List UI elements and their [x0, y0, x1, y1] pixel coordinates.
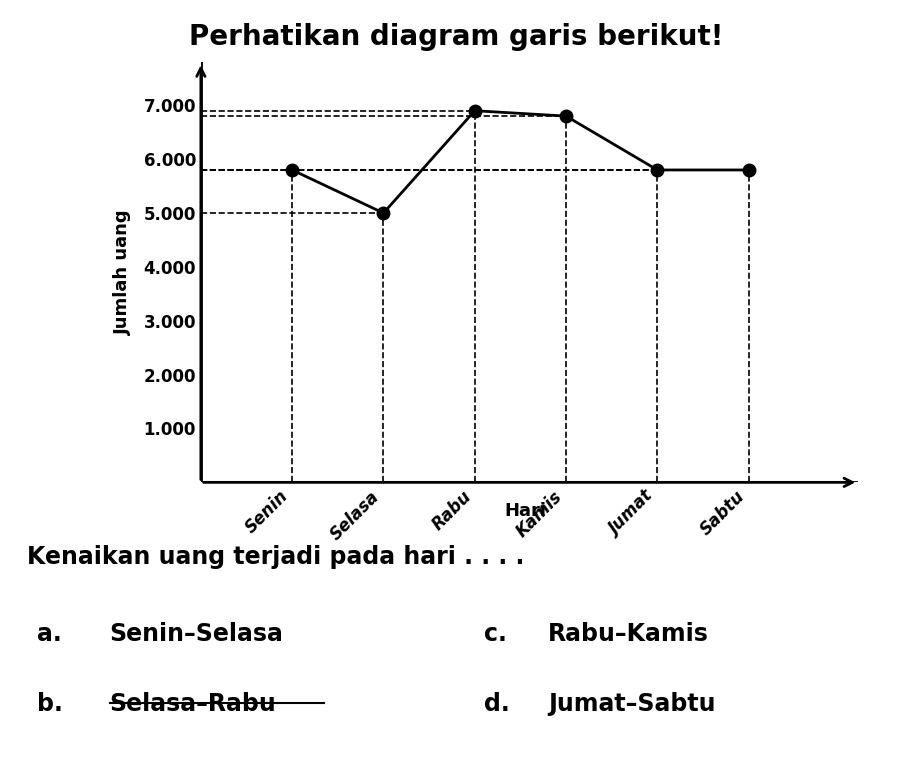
- Text: c.: c.: [484, 622, 507, 647]
- Text: Senin–Selasa: Senin–Selasa: [110, 622, 283, 647]
- Text: Rabu–Kamis: Rabu–Kamis: [548, 622, 708, 647]
- Text: Kenaikan uang terjadi pada hari . . . .: Kenaikan uang terjadi pada hari . . . .: [27, 545, 525, 569]
- Text: Perhatikan diagram garis berikut!: Perhatikan diagram garis berikut!: [189, 23, 724, 51]
- Text: Hari: Hari: [504, 502, 546, 520]
- Text: d.: d.: [484, 692, 509, 717]
- Text: b.: b.: [37, 692, 62, 717]
- Text: Jumat–Sabtu: Jumat–Sabtu: [548, 692, 715, 717]
- Y-axis label: Jumlah uang: Jumlah uang: [114, 209, 132, 335]
- Text: a.: a.: [37, 622, 61, 647]
- Text: Selasa–Rabu: Selasa–Rabu: [110, 692, 277, 717]
